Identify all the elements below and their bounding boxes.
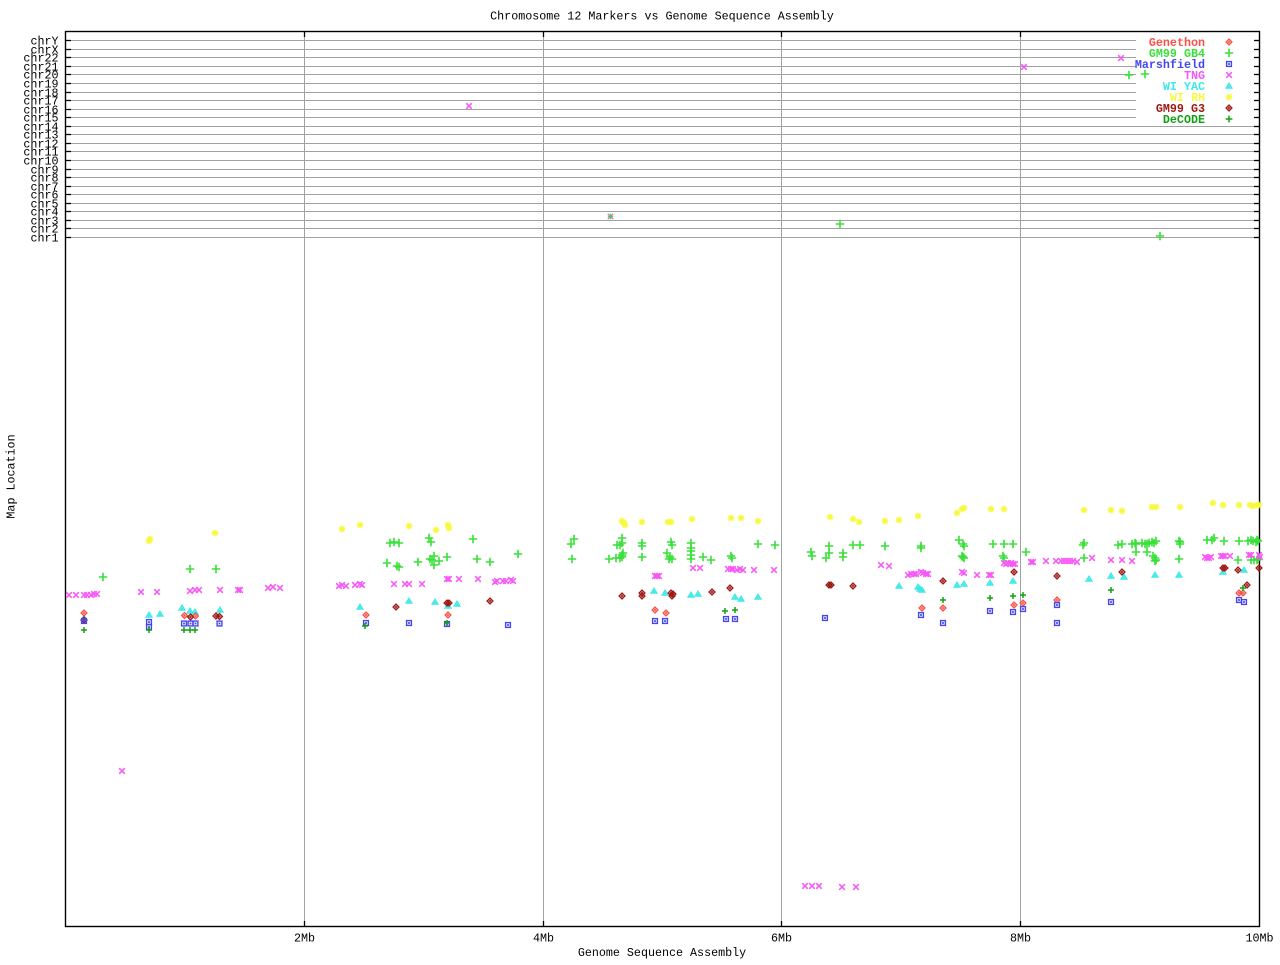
- svg-text:Marshfield: Marshfield: [1135, 58, 1205, 72]
- svg-text:Chromosome 12 Markers vs Genom: Chromosome 12 Markers vs Genome Sequence…: [490, 10, 834, 24]
- svg-text:chr15: chr15: [23, 112, 58, 126]
- svg-text:GM99 GB4: GM99 GB4: [1149, 47, 1205, 61]
- svg-text:chr16: chr16: [23, 104, 58, 118]
- svg-text:Map Location: Map Location: [5, 434, 19, 518]
- svg-text:chr4: chr4: [30, 206, 58, 220]
- svg-text:10Mb: 10Mb: [1245, 932, 1273, 946]
- svg-text:6Mb: 6Mb: [771, 932, 792, 946]
- svg-text:chr13: chr13: [23, 129, 58, 143]
- svg-text:GM99 G3: GM99 G3: [1156, 102, 1205, 116]
- svg-text:chr10: chr10: [23, 155, 58, 169]
- svg-text:chrY: chrY: [30, 35, 58, 49]
- svg-text:Genome Sequence Assembly: Genome Sequence Assembly: [578, 946, 746, 960]
- svg-text:chr14: chr14: [23, 121, 58, 135]
- svg-text:chr22: chr22: [23, 52, 58, 66]
- svg-text:DeCODE: DeCODE: [1163, 113, 1205, 127]
- svg-text:Genethon: Genethon: [1149, 36, 1205, 50]
- svg-text:chr6: chr6: [30, 189, 58, 203]
- svg-text:chr18: chr18: [23, 87, 58, 101]
- svg-text:chr12: chr12: [23, 138, 58, 152]
- svg-text:chrX: chrX: [30, 44, 58, 58]
- svg-text:chr8: chr8: [30, 172, 58, 186]
- svg-text:8Mb: 8Mb: [1010, 932, 1031, 946]
- svg-text:4Mb: 4Mb: [533, 932, 554, 946]
- svg-text:chr1: chr1: [30, 232, 58, 246]
- svg-text:TNG: TNG: [1184, 69, 1205, 83]
- svg-text:chr7: chr7: [30, 181, 58, 195]
- svg-text:chr2: chr2: [30, 223, 58, 237]
- svg-text:WI RH: WI RH: [1170, 91, 1205, 105]
- svg-text:chr20: chr20: [23, 69, 58, 83]
- svg-text:WI YAC: WI YAC: [1163, 80, 1205, 94]
- svg-text:chr3: chr3: [30, 215, 58, 229]
- svg-text:chr17: chr17: [23, 95, 58, 109]
- svg-text:2Mb: 2Mb: [294, 932, 315, 946]
- svg-text:chr19: chr19: [23, 78, 58, 92]
- svg-text:chr9: chr9: [30, 164, 58, 178]
- svg-text:chr5: chr5: [30, 198, 58, 212]
- svg-text:chr21: chr21: [23, 61, 58, 75]
- svg-text:chr11: chr11: [23, 146, 58, 160]
